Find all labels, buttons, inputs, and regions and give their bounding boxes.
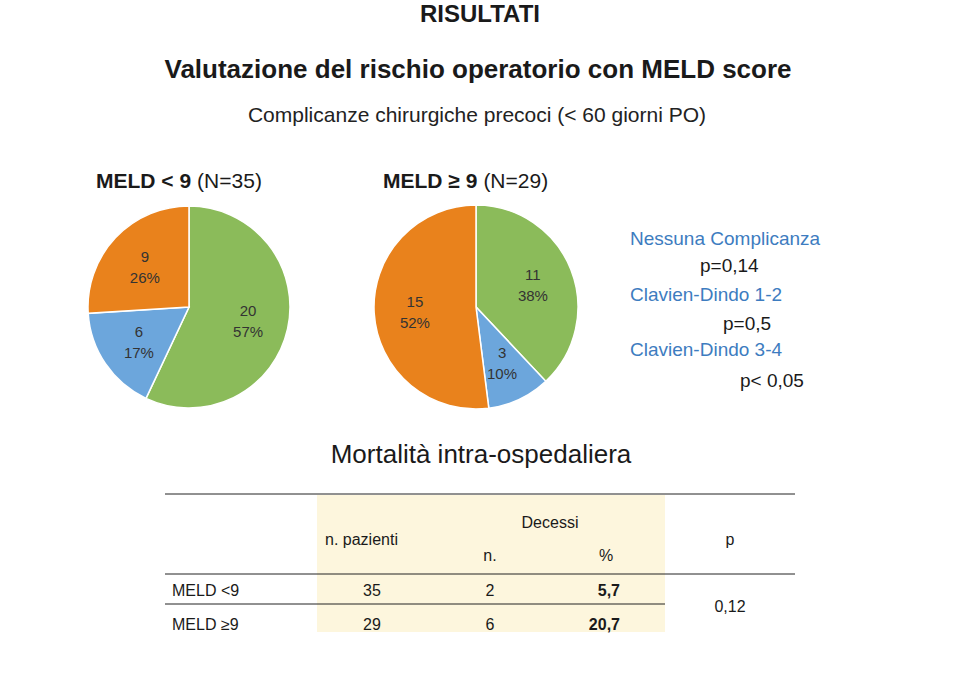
slice-label: 52% xyxy=(400,314,430,331)
pie-slices: 11 38% 3 10% 15 52% xyxy=(374,205,578,409)
legend: Nessuna Complicanza p=0,14 Clavien-Dindo 1… xyxy=(630,228,821,391)
column-header: Decessi xyxy=(522,514,579,531)
slice-count: 11 xyxy=(525,266,541,283)
slice-label: 26% xyxy=(130,269,160,286)
cell: 5,7 xyxy=(598,582,620,599)
legend-entry: Clavien-Dindo 1-2 xyxy=(630,284,782,305)
slice-count: 3 xyxy=(498,344,506,361)
table-rule xyxy=(165,574,795,575)
cell: 2 xyxy=(486,582,495,599)
table-highlight xyxy=(317,495,665,632)
subheading: Complicanze chirurgiche precoci (< 60 gi… xyxy=(248,103,706,126)
row-label: MELD ≥9 xyxy=(172,616,239,633)
pie-slices: 20 57% 6 17% 9 26% xyxy=(88,206,290,408)
section-title: Mortalità intra-ospedaliera xyxy=(331,439,632,469)
pie-title: MELD < 9 xyxy=(96,169,191,192)
cell: 20,7 xyxy=(589,616,620,633)
slice-label: 38% xyxy=(518,287,548,304)
heading: Valutazione del rischio operatorio con M… xyxy=(164,54,791,84)
cell: 6 xyxy=(486,616,495,633)
table-rule xyxy=(165,494,795,495)
cell: 35 xyxy=(363,582,381,599)
slice-label: 17% xyxy=(124,344,154,361)
pie-subtitle: (N=29) xyxy=(483,169,548,192)
legend-entry: Clavien-Dindo 3-4 xyxy=(630,339,783,360)
column-header: n. pazienti xyxy=(325,531,398,548)
cell: 0,12 xyxy=(714,598,745,615)
row-label: MELD <9 xyxy=(172,582,239,599)
slice-count: 20 xyxy=(240,302,257,319)
mortality-table: Mortalità intra-ospedaliera n. pazienti De… xyxy=(165,439,795,633)
p-value: p=0,5 xyxy=(723,313,771,334)
slice-count: 15 xyxy=(407,293,424,310)
p-value: p< 0,05 xyxy=(740,370,804,391)
pie-title: MELD ≥ 9 xyxy=(383,169,477,192)
pie-subtitle: (N=35) xyxy=(197,169,262,192)
slice-label: 10% xyxy=(487,365,517,382)
slice-count: 6 xyxy=(135,323,143,340)
slice-count: 9 xyxy=(141,248,149,265)
slide: RISULTATI Valutazione del rischio operato… xyxy=(0,0,960,697)
column-header: p xyxy=(726,531,735,548)
cell: 29 xyxy=(363,616,381,633)
column-header: % xyxy=(599,547,613,564)
column-header: n. xyxy=(483,547,496,564)
pie-slice xyxy=(88,206,189,313)
table-rule xyxy=(165,604,665,605)
legend-entry: Nessuna Complicanza xyxy=(630,228,821,249)
p-value: p=0,14 xyxy=(700,255,759,276)
pie-chart: MELD ≥ 9 (N=29) 11 38% 3 10% 15 52% xyxy=(374,169,578,409)
page-title: RISULTATI xyxy=(420,0,540,27)
pie-slice xyxy=(374,205,489,409)
slice-label: 57% xyxy=(233,323,263,340)
pie-slice xyxy=(88,307,189,398)
pie-chart: MELD < 9 (N=35) 20 57% 6 17% 9 26% xyxy=(88,169,290,408)
